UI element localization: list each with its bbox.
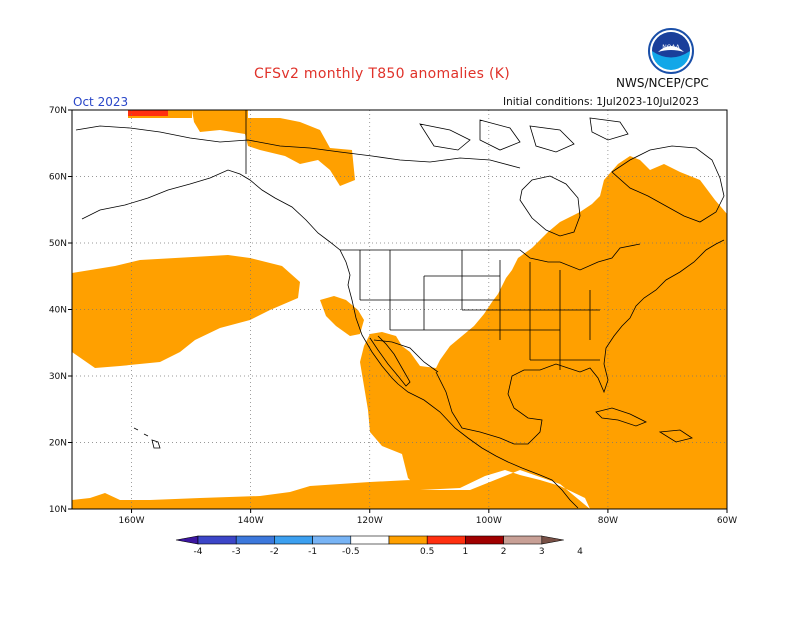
- noaa-logo-text: NOAA: [662, 44, 680, 51]
- baja-california-coast: [369, 335, 411, 387]
- lat-tick-label: 60N: [49, 173, 67, 183]
- colorbar: -4 -3 -2 -1 -0.5 0.5 1 2 3 4: [175, 535, 583, 557]
- lat-tick-label: 10N: [49, 505, 67, 515]
- gulf-coastline: [435, 363, 609, 445]
- colorbar-label: 4: [577, 547, 583, 557]
- colorbar-segment: [503, 535, 543, 545]
- colorbar-segment: [388, 535, 428, 545]
- colorbar-label: -0.5: [342, 547, 360, 557]
- caribbean-islands: [595, 407, 693, 443]
- colorbar-segment: [197, 535, 237, 545]
- west-coastline: [81, 169, 579, 509]
- lat-tick-label: 30N: [49, 372, 67, 382]
- colorbar-segment: [274, 535, 313, 545]
- lon-tick-label: 140W: [238, 516, 264, 526]
- state-borders: [359, 250, 600, 370]
- forecast-month: Oct 2023: [73, 95, 129, 109]
- colorbar-label: -4: [194, 547, 203, 557]
- lon-tick-label: 100W: [476, 516, 502, 526]
- colorbar-segment: [235, 535, 275, 545]
- colorbar-segment: [541, 535, 564, 545]
- map-title: CFSv2 monthly T850 anomalies (K): [254, 66, 510, 82]
- arctic-strong-warm-region: [128, 110, 168, 116]
- lon-tick-label: 120W: [357, 516, 383, 526]
- lon-tick-label: 160W: [119, 516, 145, 526]
- colorbar-label: -2: [270, 547, 279, 557]
- lon-tick-label: 60W: [717, 516, 737, 526]
- lat-tick-label: 50N: [49, 239, 67, 249]
- tick-labels: 160W 140W 120W 100W 80W 60W 10N 20N 30N 40N 50N 60N…: [49, 106, 737, 526]
- noaa-logo-bird: [658, 46, 684, 52]
- colorbar-label: 0.5: [420, 547, 434, 557]
- greenland-coast: [611, 145, 725, 223]
- lat-tick-label: 20N: [49, 439, 67, 449]
- us-canada-border: [340, 243, 641, 271]
- lat-tick-label: 70N: [49, 106, 67, 116]
- coastlines-and-borders: [75, 110, 725, 509]
- colorbar-segment: [350, 535, 390, 545]
- north-pacific-warm-region: [72, 255, 300, 368]
- colorbar-segment: [312, 535, 352, 545]
- colorbar-segment: [175, 535, 199, 545]
- hawaii-islands: [133, 427, 161, 449]
- colorbar-label: -3: [232, 547, 241, 557]
- eastern-north-america-warm-region: [72, 156, 727, 509]
- colorbar-label: -1: [308, 547, 317, 557]
- colorbar-label: 1: [463, 547, 469, 557]
- colorbar-label: 3: [539, 547, 545, 557]
- arctic-coastline: [75, 125, 521, 169]
- lon-tick-label: 80W: [598, 516, 618, 526]
- anomaly-fills: [72, 110, 727, 509]
- colorbar-segment: [426, 535, 466, 545]
- noaa-logo: NOAA: [648, 28, 694, 74]
- north-canada-warm-region: [192, 110, 355, 186]
- hudson-bay-coast: [519, 175, 581, 237]
- agency-label: NWS/NCEP/CPC: [616, 76, 709, 90]
- us-mexico-border: [373, 339, 439, 373]
- colorbar-segment: [465, 535, 504, 545]
- initial-conditions: Initial conditions: 1Jul2023-10Jul2023: [503, 96, 699, 108]
- east-coastline: [603, 239, 725, 365]
- archipelago-coast: [419, 117, 629, 153]
- map-gridlines: [72, 110, 727, 509]
- colorbar-label: 2: [501, 547, 507, 557]
- noaa-logo-sky: [652, 32, 690, 58]
- lat-tick-label: 40N: [49, 306, 67, 316]
